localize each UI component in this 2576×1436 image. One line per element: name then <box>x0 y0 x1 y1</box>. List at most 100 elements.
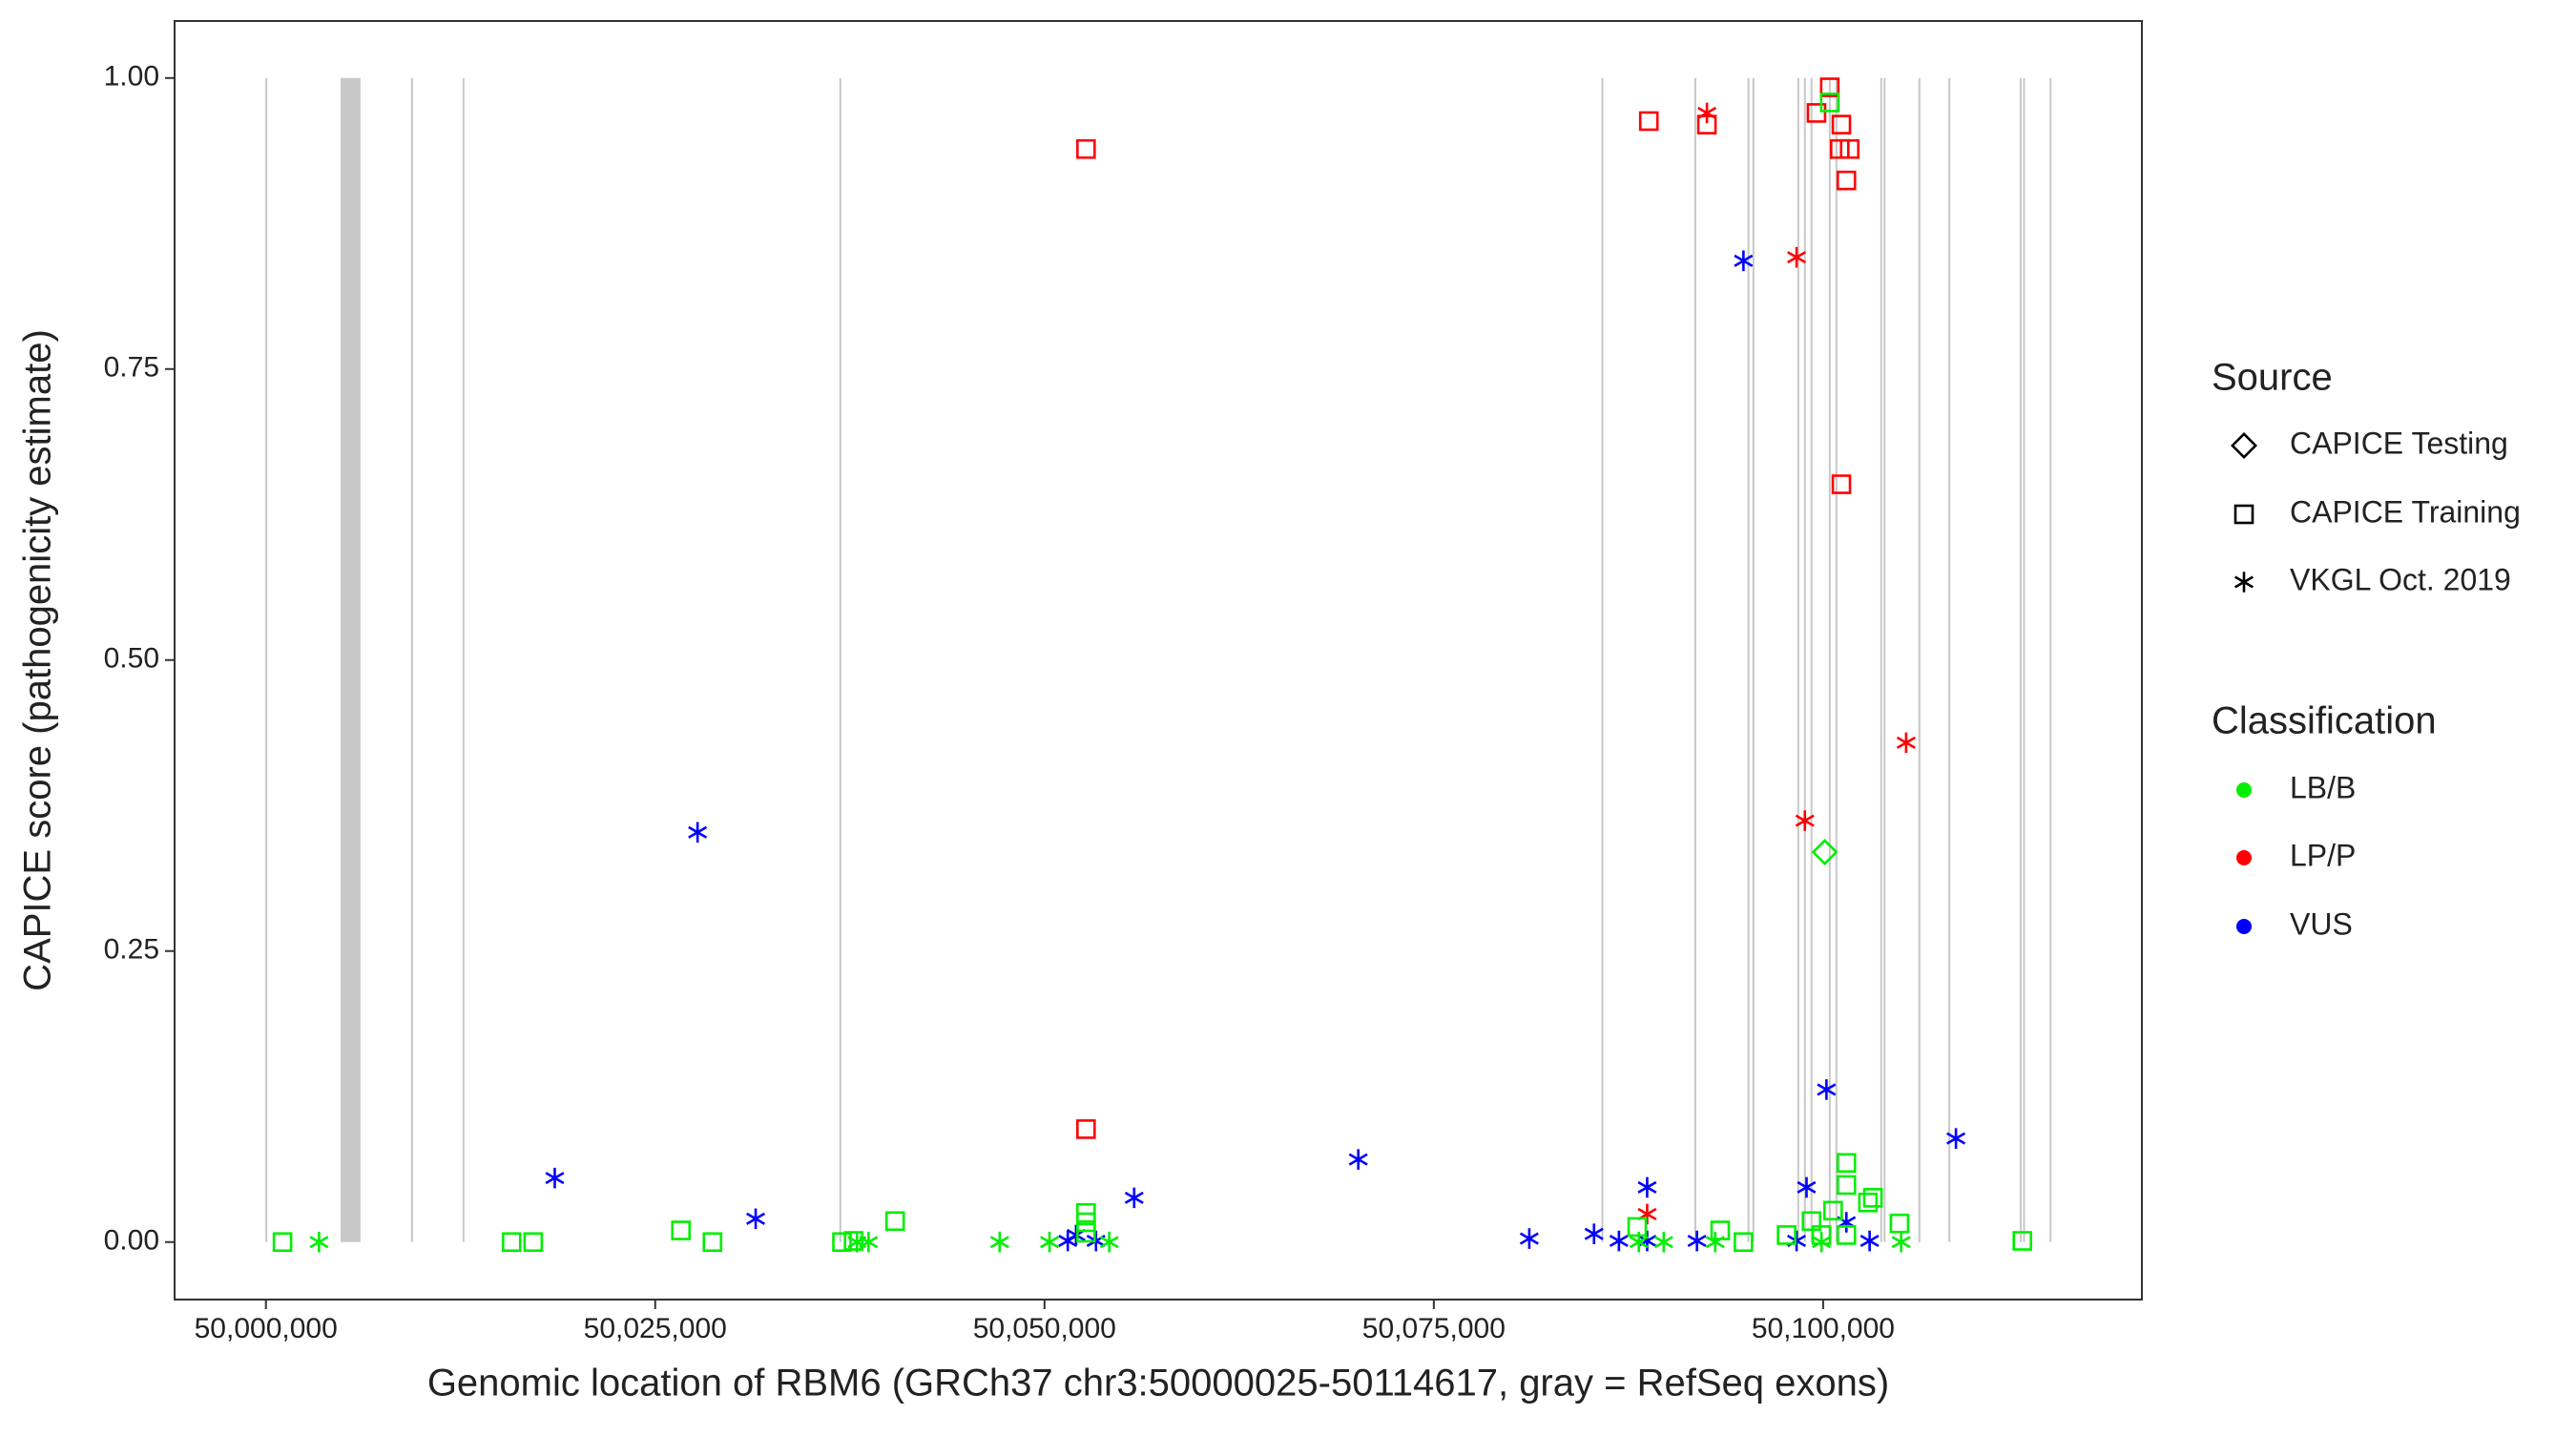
point <box>1075 1212 1096 1233</box>
point <box>1836 1225 1857 1245</box>
exon <box>410 77 413 1242</box>
point <box>1099 1231 1119 1253</box>
point <box>1836 170 1857 191</box>
exon <box>462 77 465 1242</box>
point <box>1734 1232 1754 1253</box>
exon <box>1601 77 1604 1242</box>
legend-label: LP/P <box>2290 838 2356 872</box>
point <box>1124 1187 1144 1209</box>
point <box>1829 138 1850 159</box>
point <box>1787 246 1807 268</box>
point <box>1687 1230 1707 1252</box>
point <box>1705 1231 1725 1253</box>
point <box>1817 1079 1837 1100</box>
point <box>1859 1230 1880 1252</box>
legend-symbol <box>2233 504 2254 525</box>
point <box>1040 1231 1060 1253</box>
exon <box>1835 77 1838 1242</box>
point <box>671 1220 692 1240</box>
point <box>1734 250 1754 272</box>
exon <box>1828 77 1831 1242</box>
point <box>1609 1230 1629 1252</box>
point <box>1629 1231 1649 1253</box>
point <box>272 1232 293 1253</box>
point <box>1823 1200 1843 1221</box>
point <box>702 1232 723 1253</box>
exon <box>341 77 361 1242</box>
point <box>309 1231 329 1253</box>
point <box>1653 1231 1673 1253</box>
point <box>1801 1211 1822 1232</box>
point <box>1889 1213 1910 1234</box>
point <box>1812 1231 1832 1253</box>
point <box>1637 1176 1657 1198</box>
point <box>859 1231 879 1253</box>
exon <box>2049 77 2052 1242</box>
point <box>1946 1128 1966 1149</box>
y-tick-label: 1.00 <box>104 61 159 93</box>
legend-symbol <box>2236 850 2252 865</box>
point <box>1627 1217 1648 1238</box>
x-tick-label: 50,050,000 <box>973 1313 1116 1344</box>
point <box>843 1231 863 1251</box>
legend-label: CAPICE Testing <box>2290 426 2508 460</box>
point <box>1831 114 1852 135</box>
point <box>1831 474 1852 494</box>
point <box>746 1208 766 1230</box>
point <box>1811 839 1839 866</box>
legend-label: LB/B <box>2290 770 2356 804</box>
exon <box>1693 77 1696 1242</box>
y-tick-label: 0.25 <box>104 934 159 966</box>
legend-symbol <box>2231 432 2257 459</box>
x-tick-label: 50,075,000 <box>1362 1313 1506 1344</box>
point <box>1797 1176 1817 1198</box>
point <box>884 1211 905 1232</box>
point <box>1819 77 1840 97</box>
exon <box>2023 77 2025 1242</box>
legend-symbol <box>2233 572 2254 593</box>
point <box>1584 1223 1604 1244</box>
exon <box>1918 77 1921 1242</box>
point <box>1896 732 1916 754</box>
exon <box>1810 77 1813 1242</box>
point <box>1836 1153 1857 1174</box>
point <box>1697 102 1717 124</box>
legend-label: CAPICE Training <box>2290 494 2521 529</box>
exon <box>265 77 268 1242</box>
x-axis-title: Genomic location of RBM6 (GRCh37 chr3:50… <box>427 1363 1889 1405</box>
point <box>1891 1231 1911 1253</box>
legend-title: Classification <box>2212 700 2437 742</box>
point <box>989 1231 1009 1253</box>
exon <box>1797 77 1799 1242</box>
exon <box>1880 77 1882 1242</box>
point <box>1348 1149 1368 1170</box>
point <box>523 1232 544 1253</box>
point <box>1862 1188 1883 1208</box>
point <box>1519 1228 1539 1249</box>
y-tick-label: 0.00 <box>104 1225 159 1257</box>
point <box>688 822 708 843</box>
point <box>1638 111 1659 132</box>
exon <box>839 77 841 1242</box>
point <box>1819 93 1840 113</box>
point <box>501 1232 522 1253</box>
exon <box>1803 77 1806 1242</box>
point <box>2012 1231 2032 1251</box>
y-axis-title: CAPICE score (pathogenicity estimate) <box>17 329 59 991</box>
exon <box>1948 77 1951 1242</box>
legend-label: VKGL Oct. 2019 <box>2290 562 2511 596</box>
point <box>545 1167 565 1189</box>
legend-symbol <box>2236 919 2252 934</box>
exon <box>1752 77 1755 1242</box>
y-tick-label: 0.50 <box>104 643 159 675</box>
x-tick-label: 50,100,000 <box>1752 1313 1895 1344</box>
point <box>1075 1222 1096 1243</box>
point <box>1776 1225 1797 1245</box>
point <box>1839 138 1860 159</box>
exon <box>2019 77 2022 1242</box>
point <box>1858 1192 1879 1213</box>
point <box>1075 138 1096 159</box>
